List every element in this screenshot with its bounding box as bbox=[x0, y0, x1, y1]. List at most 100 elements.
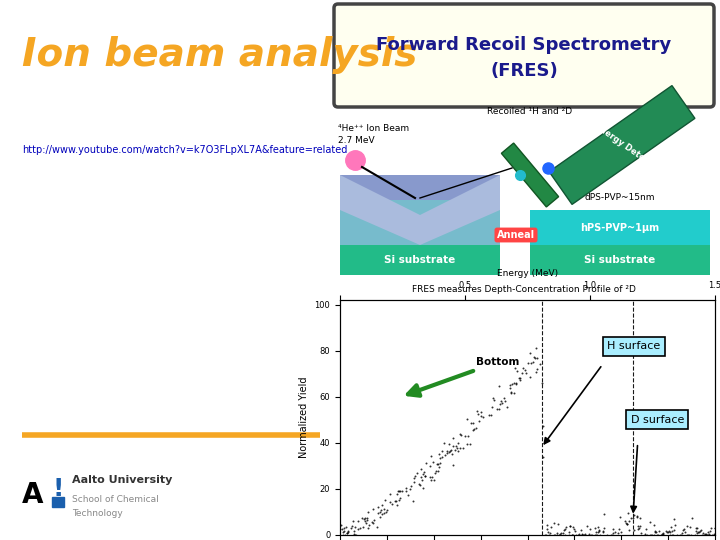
Point bbox=[648, 531, 660, 539]
Point bbox=[593, 523, 604, 532]
Text: Forward Recoil Spectrometry
(FRES): Forward Recoil Spectrometry (FRES) bbox=[377, 37, 672, 79]
Point bbox=[506, 380, 518, 389]
Point bbox=[477, 412, 489, 421]
Point bbox=[568, 524, 580, 533]
Point bbox=[606, 531, 618, 539]
Point bbox=[436, 447, 448, 456]
Point bbox=[356, 514, 367, 522]
Point bbox=[540, 530, 552, 539]
Point bbox=[559, 531, 570, 539]
Point bbox=[362, 524, 374, 533]
Point bbox=[336, 520, 347, 529]
Point bbox=[570, 531, 582, 539]
Text: Si substrate: Si substrate bbox=[585, 255, 656, 265]
Point bbox=[444, 447, 456, 455]
Point bbox=[539, 531, 551, 539]
Point bbox=[691, 524, 703, 532]
Point bbox=[358, 515, 369, 523]
Point bbox=[499, 396, 510, 405]
Point bbox=[450, 442, 462, 450]
Point bbox=[334, 525, 346, 534]
Point bbox=[649, 528, 661, 537]
Point bbox=[471, 424, 482, 433]
Point bbox=[424, 473, 436, 482]
Point bbox=[590, 528, 602, 536]
Point bbox=[394, 494, 405, 502]
Point bbox=[570, 526, 581, 535]
Point bbox=[435, 454, 446, 463]
Point bbox=[412, 469, 423, 477]
Point bbox=[693, 528, 704, 537]
Point bbox=[576, 531, 588, 539]
Point bbox=[579, 529, 590, 538]
Point bbox=[501, 403, 513, 411]
Point bbox=[690, 531, 701, 539]
Point bbox=[652, 531, 664, 539]
Point bbox=[698, 531, 710, 539]
Point bbox=[628, 510, 639, 519]
Point bbox=[493, 404, 505, 413]
Point bbox=[663, 526, 675, 535]
Point bbox=[339, 530, 351, 539]
Point bbox=[346, 524, 357, 532]
Point bbox=[494, 400, 505, 409]
Point bbox=[522, 359, 534, 367]
Point bbox=[615, 512, 626, 521]
Point bbox=[517, 363, 528, 372]
Point bbox=[651, 531, 662, 539]
Point bbox=[575, 525, 587, 534]
Point bbox=[465, 419, 477, 428]
Point bbox=[462, 432, 474, 441]
Point bbox=[367, 505, 379, 514]
Point bbox=[372, 509, 383, 518]
Point bbox=[510, 380, 522, 389]
Point bbox=[508, 388, 520, 397]
FancyBboxPatch shape bbox=[530, 245, 710, 275]
Point bbox=[623, 526, 634, 535]
Point bbox=[452, 438, 464, 447]
Point bbox=[443, 440, 454, 448]
Point bbox=[695, 526, 706, 535]
Point bbox=[561, 523, 572, 532]
Point bbox=[377, 501, 388, 509]
Point bbox=[447, 460, 459, 469]
Point bbox=[696, 531, 708, 539]
Point bbox=[708, 524, 720, 533]
Point bbox=[549, 531, 561, 539]
Point bbox=[393, 496, 405, 504]
Point bbox=[528, 352, 540, 361]
Point bbox=[475, 411, 487, 420]
Point bbox=[675, 531, 687, 539]
Point bbox=[400, 484, 412, 492]
Point bbox=[543, 531, 554, 539]
Text: http://www.youtube.com/watch?v=k7O3FLpXL7A&feature=related: http://www.youtube.com/watch?v=k7O3FLpXL… bbox=[22, 145, 347, 155]
Point bbox=[424, 462, 436, 471]
Point bbox=[418, 484, 429, 492]
Point bbox=[342, 526, 354, 535]
Point bbox=[655, 531, 667, 539]
Point bbox=[444, 448, 455, 456]
Point bbox=[681, 522, 693, 530]
Point bbox=[391, 501, 402, 510]
Point bbox=[628, 514, 639, 522]
Point bbox=[679, 528, 690, 536]
Point bbox=[434, 458, 446, 467]
Point bbox=[545, 523, 557, 531]
Point bbox=[374, 508, 386, 517]
Point bbox=[621, 519, 633, 528]
Point bbox=[690, 527, 702, 536]
Point bbox=[384, 498, 396, 507]
Point bbox=[698, 529, 709, 537]
Point bbox=[440, 451, 451, 460]
Point bbox=[598, 528, 609, 536]
Point bbox=[378, 504, 390, 513]
Point bbox=[557, 529, 568, 537]
Point bbox=[683, 531, 694, 539]
Point bbox=[418, 467, 430, 476]
Point bbox=[459, 431, 471, 440]
Point bbox=[472, 409, 484, 418]
Point bbox=[702, 531, 714, 539]
Point bbox=[593, 527, 605, 536]
Point bbox=[397, 487, 408, 496]
Point bbox=[534, 359, 546, 368]
